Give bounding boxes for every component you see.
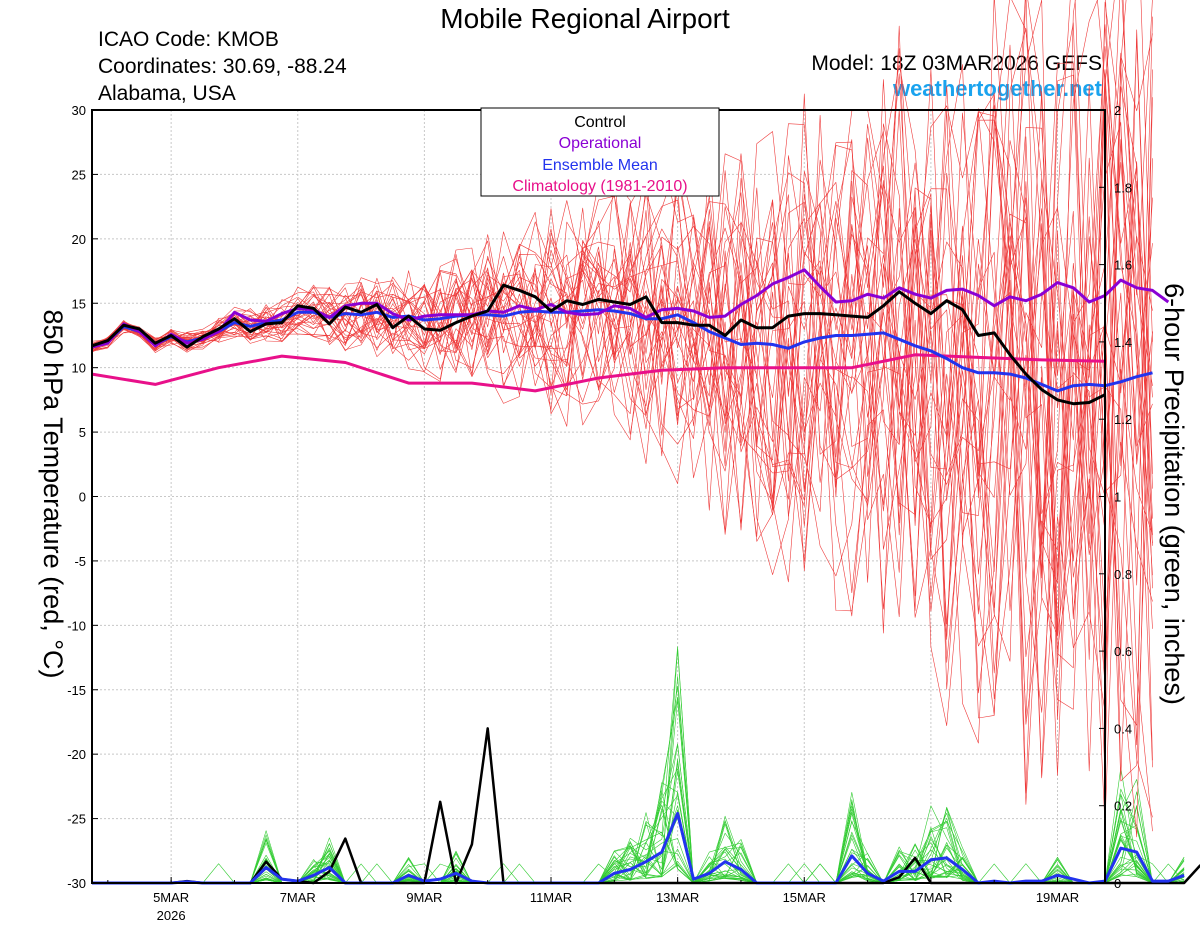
- tick-label-left: -25: [67, 812, 86, 827]
- tick-label-left: 25: [72, 167, 86, 182]
- coordinates: Coordinates: 30.69, -88.24: [98, 55, 347, 78]
- tick-label-x: 11MAR: [530, 890, 572, 905]
- legend-box: [480, 107, 720, 197]
- tick-label-x: 5MAR: [153, 890, 189, 905]
- temp-member-line: [91, 22, 1153, 782]
- region: Alabama, USA: [98, 82, 236, 105]
- tick-label-right: 0: [1114, 876, 1121, 891]
- temp-member-line: [91, 77, 1153, 838]
- y-axis-left-label: 850 hPa Temperature (red, °C): [38, 310, 68, 679]
- tick-label-right: 1.6: [1114, 258, 1132, 273]
- tick-label-left: -10: [67, 618, 86, 633]
- tick-label-x: 9MAR: [406, 890, 442, 905]
- temp-member-line: [91, 91, 1153, 726]
- tick-label-left: -15: [67, 683, 86, 698]
- tick-label-x: 7MAR: [280, 890, 316, 905]
- legend-ensemble-mean: Ensemble Mean: [542, 157, 658, 174]
- model-run: Model: 18Z 03MAR2026 GEFS: [811, 52, 1102, 75]
- tick-label-x: 19MAR: [1036, 890, 1079, 905]
- tick-label-right: 2: [1114, 103, 1121, 118]
- tick-label-right: 1.2: [1114, 412, 1132, 427]
- tick-label-right: 1.4: [1114, 335, 1132, 350]
- legend-climatology: Climatology (1981-2010): [512, 178, 687, 195]
- tick-label-right: 1: [1114, 490, 1121, 505]
- tick-label-right: 0.6: [1114, 644, 1132, 659]
- temp-member-line: [91, 1, 1153, 613]
- site-link[interactable]: weathertogether.net: [892, 76, 1102, 101]
- tick-label-left: 10: [72, 361, 86, 376]
- legend-control: Control: [574, 114, 626, 131]
- tick-label-right: 0.8: [1114, 567, 1132, 582]
- operational-line: [91, 268, 1170, 349]
- precip-member-line: [92, 696, 1185, 884]
- tick-label-right: 0.4: [1114, 721, 1132, 736]
- tick-label-left: 15: [72, 296, 86, 311]
- tick-label-left: 5: [79, 425, 86, 440]
- temp-member-line: [91, 84, 1153, 818]
- tick-label-left: -20: [67, 747, 86, 762]
- climatology-line: [91, 353, 1106, 393]
- legend: Control Operational Ensemble Mean Climat…: [480, 107, 720, 197]
- temp-member-line: [91, 0, 1153, 780]
- precip-member-line: [92, 648, 1185, 884]
- temp-member-line: [91, 0, 1153, 772]
- icao-code: ICAO Code: KMOB: [98, 28, 279, 51]
- y-axis-right-label: 6-hour Precipitation (green, inches): [1159, 283, 1189, 705]
- tick-label-left: 20: [72, 232, 86, 247]
- precip-members: [92, 646, 1185, 884]
- tick-label-left: 0: [79, 490, 86, 505]
- tick-label-x: 13MAR: [656, 890, 699, 905]
- axes: 302520151050-5-10-15-20-25-3021.81.61.41…: [67, 103, 1132, 923]
- tick-label-x: 17MAR: [909, 890, 952, 905]
- tick-label-x: 15MAR: [783, 890, 826, 905]
- tick-label-left: -30: [67, 876, 86, 891]
- precip-ensemble-mean-line: [92, 811, 1185, 885]
- control-line: [91, 283, 1106, 406]
- ensemble-mean-line: [91, 308, 1153, 393]
- legend-operational: Operational: [559, 135, 642, 152]
- temp-member-line: [91, 85, 1153, 832]
- tick-label-x-year: 2026: [157, 908, 186, 923]
- tick-label-left: -5: [74, 554, 86, 569]
- tick-label-right: 0.2: [1114, 799, 1132, 814]
- tick-label-right: 1.8: [1114, 180, 1132, 195]
- temp-member-line: [91, 0, 1153, 658]
- tick-label-left: 30: [72, 103, 86, 118]
- chart-title: Mobile Regional Airport: [440, 3, 730, 34]
